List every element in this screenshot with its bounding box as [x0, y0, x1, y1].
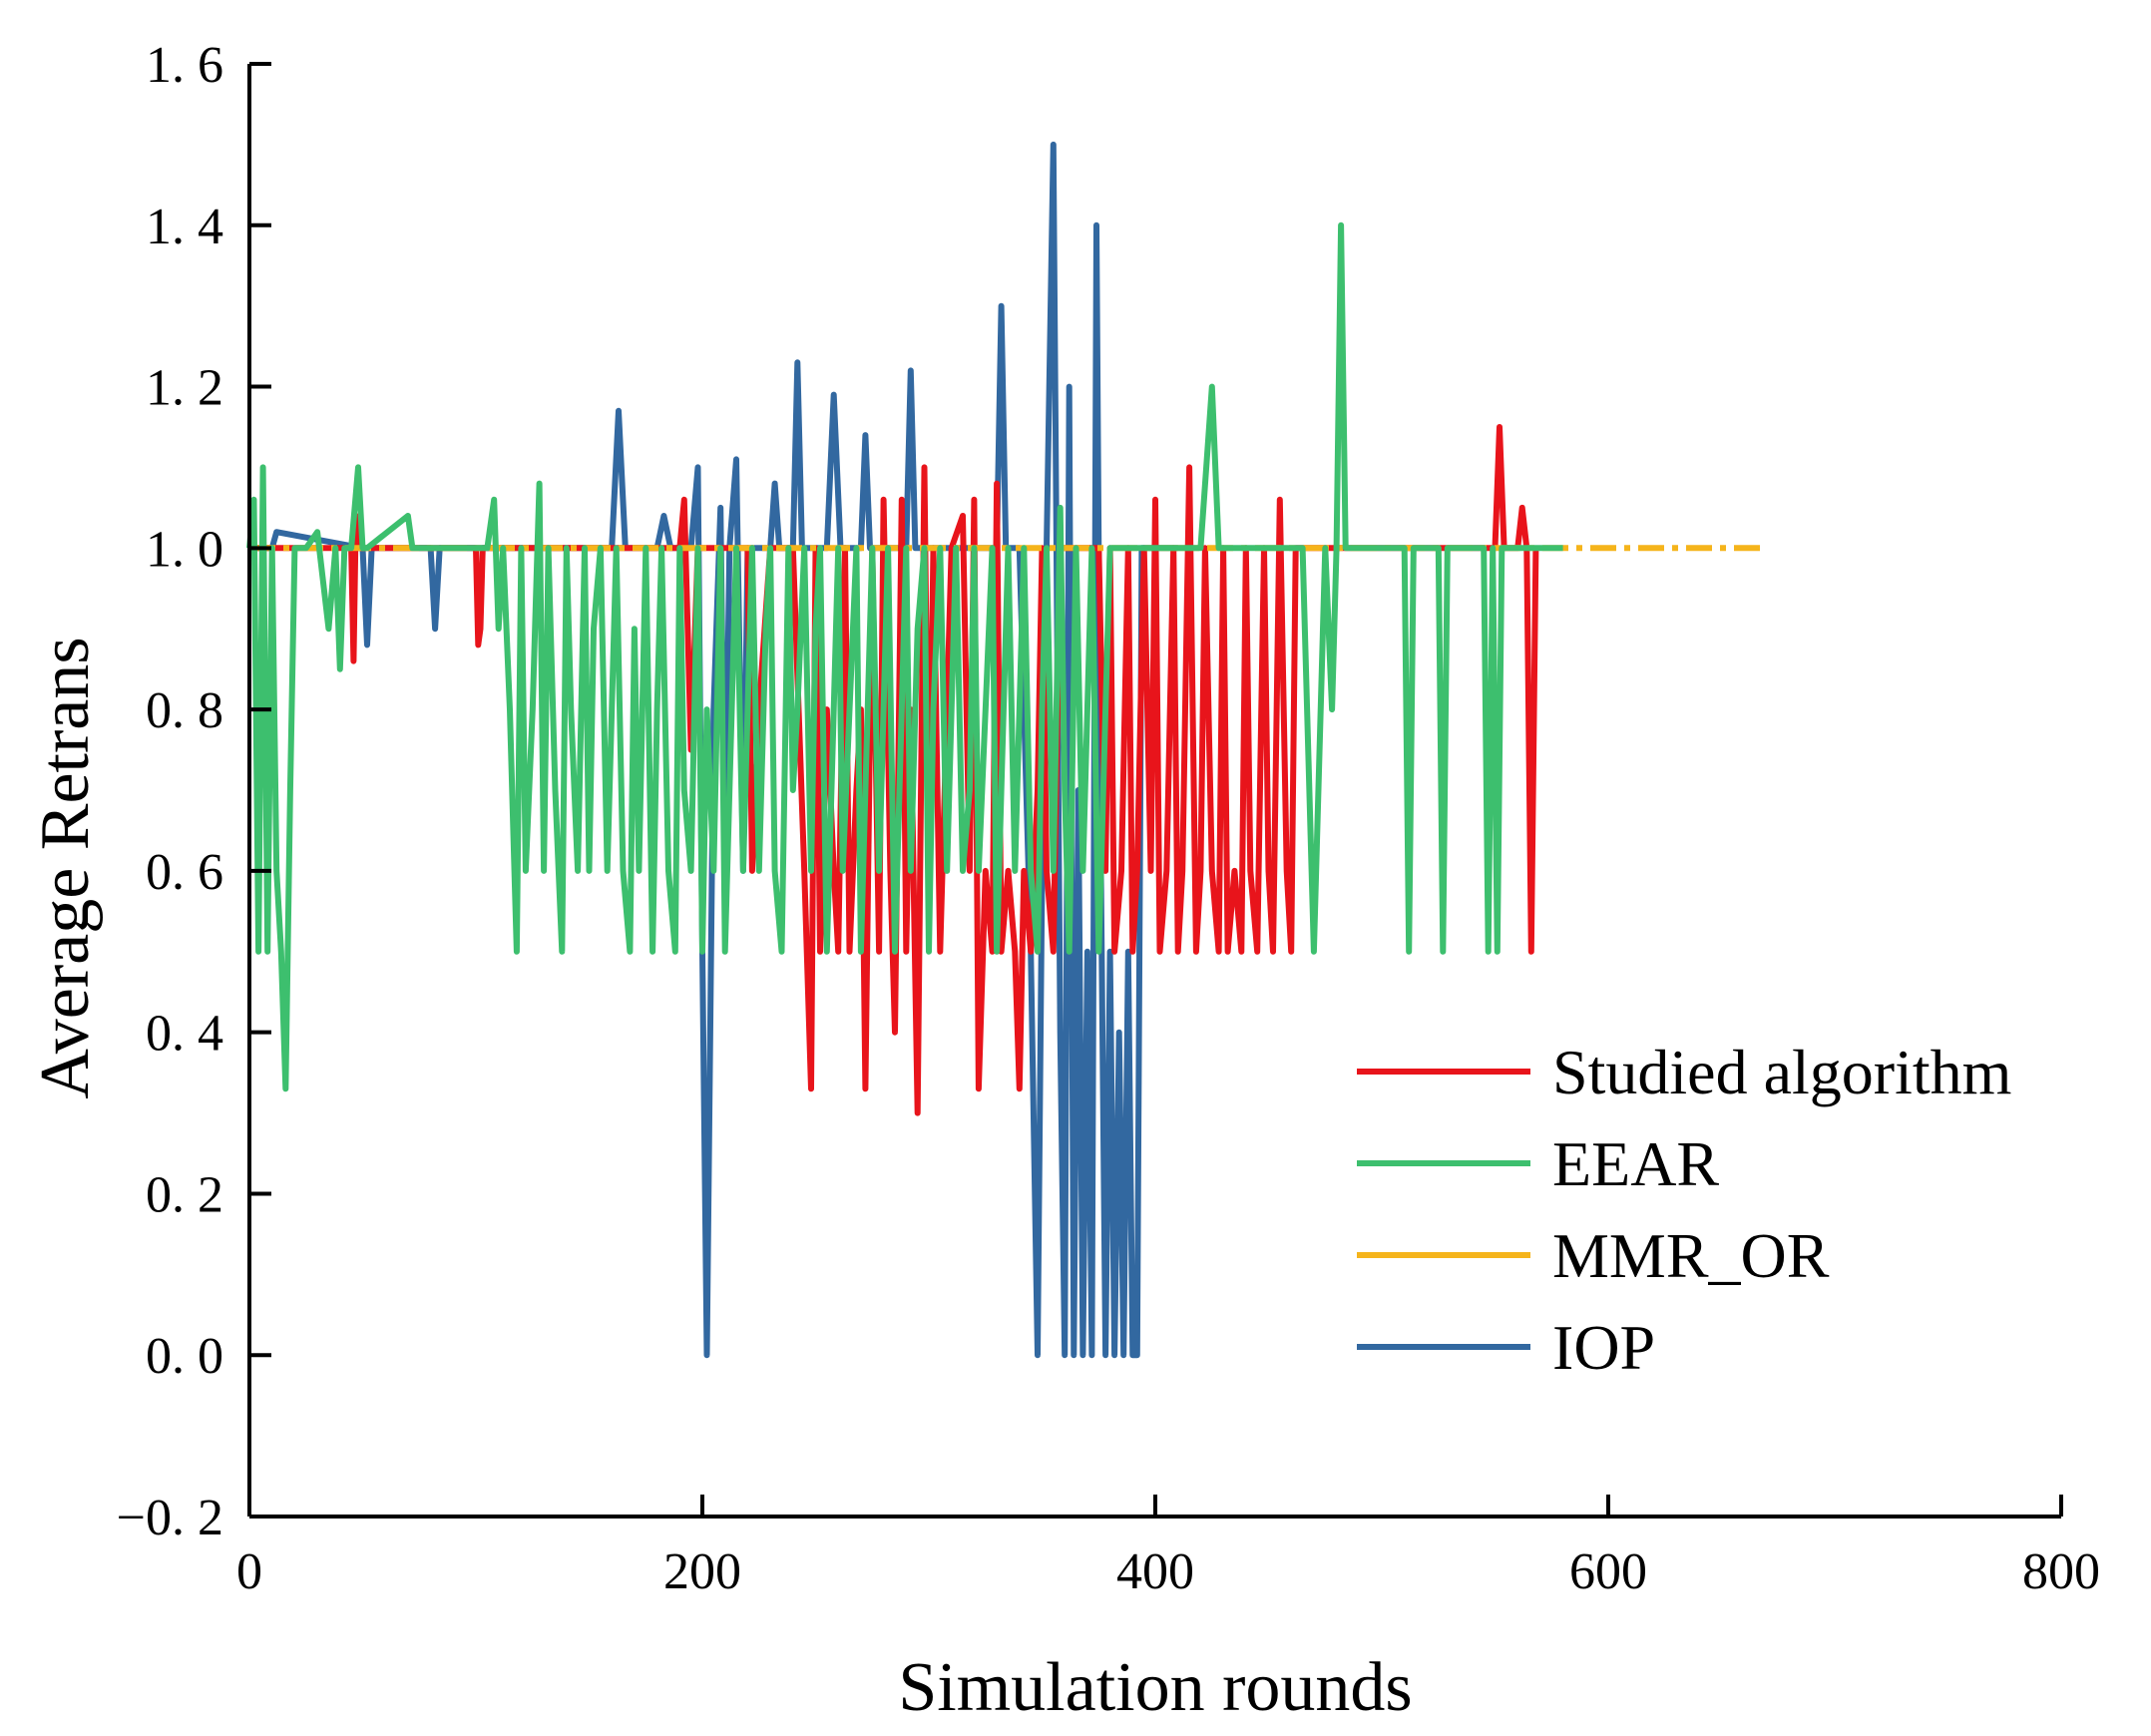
legend: Studied algorithm EEAR MMR_OR IOP [1357, 1037, 2011, 1383]
series-line-eear [246, 221, 1563, 1092]
y-tick-label: 0. 6 [146, 844, 223, 901]
x-tick-label: 0 [236, 1543, 262, 1600]
legend-label-mmr-or: MMR_OR [1552, 1220, 1830, 1291]
x-tick-label: 200 [663, 1543, 741, 1600]
y-tick-label: 1. 6 [146, 37, 223, 94]
y-axis-title: Average Retrans [27, 637, 104, 1098]
y-tick-label: 0. 8 [146, 682, 223, 739]
x-tick-label: 400 [1116, 1543, 1194, 1600]
y-tick-label: 1. 4 [146, 199, 223, 255]
tick-labels: −0. 2 0. 0 0. 2 0. 4 0. 6 0. 8 1. 0 1. 2 1. 4 1. … [117, 37, 2100, 1600]
y-tick-label: 0. 4 [146, 1006, 223, 1063]
x-tick-label: 600 [1569, 1543, 1647, 1600]
axes [247, 62, 2063, 1519]
x-axis-title: Simulation rounds [898, 1649, 1412, 1726]
y-tick-label: 0. 0 [146, 1328, 223, 1385]
x-tick-label: 800 [2022, 1543, 2100, 1600]
y-tick-label: 1. 0 [146, 521, 223, 578]
legend-label-eear: EEAR [1552, 1128, 1719, 1199]
y-tick-label: −0. 2 [117, 1490, 223, 1546]
series-line-studied-algorithm [249, 424, 1539, 1116]
legend-label-iop: IOP [1552, 1312, 1655, 1383]
series-layer [246, 141, 1767, 1359]
legend-label-studied-algorithm: Studied algorithm [1552, 1037, 2011, 1107]
y-tick-label: 1. 2 [146, 360, 223, 417]
y-tick-label: 0. 2 [146, 1166, 223, 1223]
